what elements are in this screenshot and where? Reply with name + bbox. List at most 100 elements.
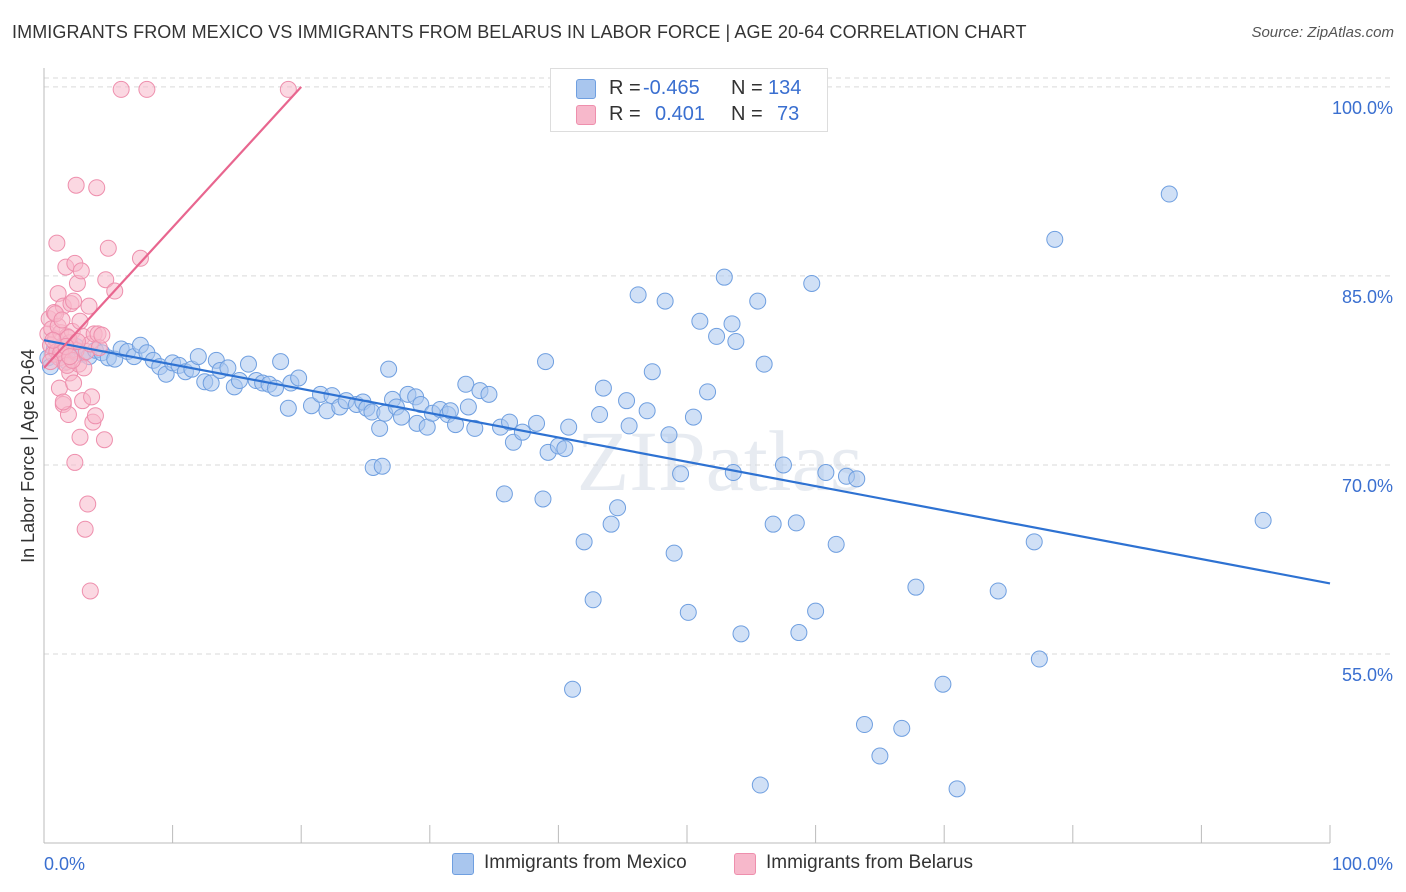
mexico-point (480, 385, 498, 403)
mexico-trend-line (43, 339, 1331, 585)
stats-row-belarus: R = 0.401 N = 73 (551, 101, 827, 127)
mexico-point (501, 413, 519, 431)
belarus-point (67, 176, 85, 194)
mexico-point (817, 464, 835, 482)
mexico-point (656, 292, 674, 310)
mexico-point (699, 383, 717, 401)
mexico-point (774, 456, 792, 474)
mexico-point (684, 408, 702, 426)
mexico-point (459, 398, 477, 416)
mexico-point (907, 578, 925, 596)
belarus-point (71, 428, 89, 446)
r-label: R = (609, 103, 641, 125)
mexico-point (189, 348, 207, 366)
mexico-point (393, 408, 411, 426)
mexico-point (609, 499, 627, 517)
belarus-point (279, 80, 297, 98)
mexico-point (279, 399, 297, 417)
mexico-point (528, 414, 546, 432)
mexico-point (787, 514, 805, 532)
belarus-point (80, 297, 98, 315)
mexico-point (1160, 185, 1178, 203)
mexico-point (807, 602, 825, 620)
mexico-point (764, 515, 782, 533)
belarus-point (88, 179, 106, 197)
mexico-point (373, 457, 391, 475)
belarus-point (81, 582, 99, 600)
mexico-point (495, 485, 513, 503)
belarus-point (83, 388, 101, 406)
mexico-point (989, 582, 1007, 600)
mexico-point (708, 327, 726, 345)
y-axis-label: In Labor Force | Age 20-64 (18, 349, 38, 563)
mexico-point (629, 286, 647, 304)
y-tick-label: 70.0% (1342, 476, 1393, 496)
mexico-point (371, 419, 389, 437)
belarus-point (138, 80, 156, 98)
trend-lines (43, 86, 1331, 585)
mexico-point (537, 353, 555, 371)
mexico-point (751, 776, 769, 794)
belarus-point (61, 348, 79, 366)
belarus-point (48, 234, 66, 252)
mexico-point (755, 355, 773, 373)
mexico-point (1254, 511, 1272, 529)
belarus-swatch (576, 105, 596, 125)
belarus-point (95, 431, 113, 449)
y-tick-label: 85.0% (1342, 287, 1393, 307)
mexico-point (290, 369, 308, 387)
mexico-point (848, 470, 866, 488)
belarus-point (76, 520, 94, 538)
belarus-point (53, 311, 71, 329)
stats-box: R = -0.465 N = 134 R = 0.401 N = 73 (550, 68, 828, 132)
belarus-point (65, 374, 83, 392)
n-label: N = (731, 77, 763, 99)
y-tick-label: 55.0% (1342, 665, 1393, 685)
legend-label-mexico: Immigrants from Mexico (484, 852, 687, 873)
mexico-point (620, 417, 638, 435)
mexico-point (790, 624, 808, 642)
mexico-point (302, 397, 320, 415)
mexico-point (827, 535, 845, 553)
belarus-legend-swatch (734, 853, 756, 875)
mexico-point (638, 402, 656, 420)
belarus-point (72, 262, 90, 280)
mexico-point (665, 544, 683, 562)
mexico-point (575, 533, 593, 551)
mexico-point (1025, 533, 1043, 551)
belarus-n-value: 73 (777, 103, 800, 125)
mexico-point (749, 292, 767, 310)
mexico-point (556, 440, 574, 458)
belarus-point (112, 80, 130, 98)
mexico-point (618, 392, 636, 410)
legend-label-belarus: Immigrants from Belarus (766, 852, 973, 873)
mexico-point (591, 406, 609, 424)
mexico-point (602, 515, 620, 533)
mexico-point (230, 372, 248, 390)
mexico-point (584, 591, 602, 609)
x-tick-label: 100.0% (1332, 854, 1393, 874)
mexico-point (727, 332, 745, 350)
stats-row-mexico: R = -0.465 N = 134 (551, 75, 827, 101)
mexico-point (672, 465, 690, 483)
mexico-point (1046, 230, 1064, 248)
mexico-point (660, 426, 678, 444)
mexico-point (803, 274, 821, 292)
belarus-trend-line (43, 86, 303, 369)
mexico-point (560, 418, 578, 436)
mexico-point (643, 363, 661, 381)
mexico-point (855, 716, 873, 734)
mexico-point (1030, 650, 1048, 668)
belarus-point (79, 495, 97, 513)
belarus-r-value: 0.401 (655, 103, 706, 125)
mexico-point (732, 625, 750, 643)
belarus-point (131, 249, 149, 267)
axes (43, 68, 1331, 844)
mexico-point (239, 355, 257, 373)
belarus-point (97, 271, 115, 289)
mexico-point (564, 680, 582, 698)
mexico-point (715, 268, 733, 286)
mexico-swatch (576, 79, 596, 99)
mexico-r-value: -0.465 (643, 77, 700, 99)
